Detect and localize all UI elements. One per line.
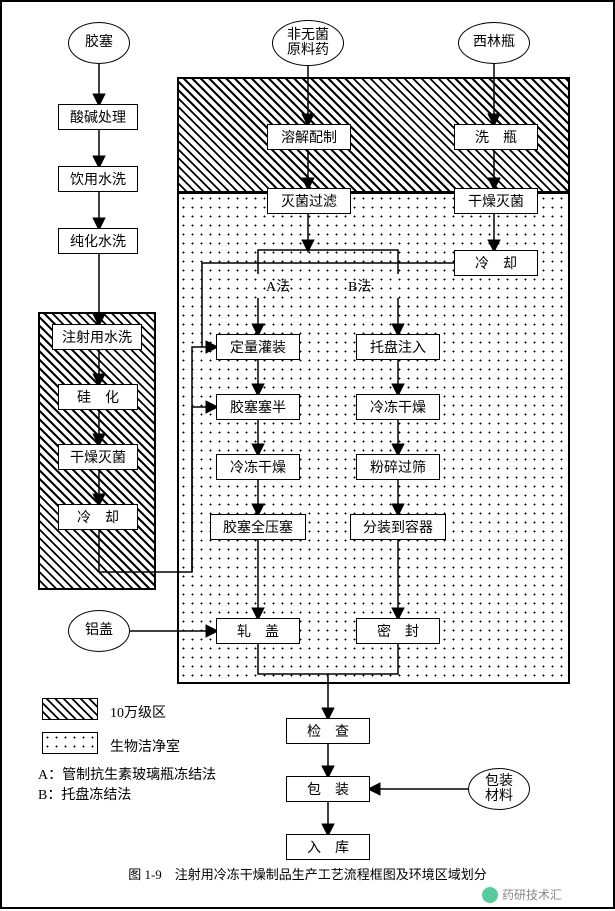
node-xiping: 洗 瓶 [454, 124, 538, 150]
node-jiancha: 检 查 [286, 718, 370, 744]
node-baozhuang: 包 装 [286, 776, 370, 802]
node-tuopan: 托盘注入 [356, 334, 440, 360]
node-chunhua: 纯化水洗 [58, 228, 138, 254]
node-dingliang: 定量灌装 [216, 334, 300, 360]
node-jiaose: 胶塞 [68, 22, 130, 64]
legend-hatch-swatch [42, 698, 98, 720]
method-a-label: A法 [266, 276, 290, 296]
node-lengdong_b: 冷冻干燥 [356, 394, 440, 420]
node-feiwujun: 非无菌原料药 [272, 20, 344, 66]
node-fenzhuang: 分装到容器 [350, 514, 446, 540]
node-ganzao_left: 干燥灭菌 [58, 444, 138, 470]
node-guihua: 硅 化 [58, 384, 138, 410]
node-jiaosaiban: 胶塞塞半 [216, 394, 300, 420]
node-zhusheyong: 注射用水洗 [52, 324, 142, 350]
node-ganzao_right: 干燥灭菌 [454, 188, 538, 214]
watermark-text: 药研技术汇 [502, 886, 562, 903]
node-xilinping: 西林瓶 [458, 22, 530, 64]
node-ruku: 入 库 [286, 834, 370, 860]
method-b-label: B法 [348, 276, 371, 296]
node-fensui: 粉碎过筛 [356, 454, 440, 480]
node-mifeng: 密 封 [356, 618, 440, 644]
node-yagai: 轧 盖 [216, 618, 300, 644]
node-jiaosaiquan: 胶塞全压塞 [210, 514, 306, 540]
node-lengque_right: 冷 却 [454, 250, 538, 276]
legend-note-b: B：托盘冻结法 [38, 784, 131, 804]
node-suanjian: 酸碱处理 [58, 104, 138, 130]
figure-caption: 图 1-9 注射用冷冻干燥制品生产工艺流程框图及环境区域划分 [2, 864, 613, 883]
node-lengque_left: 冷 却 [58, 504, 138, 530]
legend-hatch-label: 10万级区 [110, 702, 166, 722]
node-rongjie: 溶解配制 [267, 124, 351, 150]
node-yinshui: 饮用水洗 [58, 166, 138, 192]
node-lengdong_a: 冷冻干燥 [216, 454, 300, 480]
node-baozhuangcl: 包装材料 [468, 768, 530, 810]
node-miejun: 灭菌过滤 [267, 188, 351, 214]
watermark: 药研技术汇 [482, 886, 562, 903]
legend-note-a: A：管制抗生素玻璃瓶冻结法 [38, 764, 216, 784]
watermark-logo-icon [482, 887, 498, 903]
legend-dots-label: 生物洁净室 [110, 736, 180, 756]
legend-dots-swatch [42, 732, 98, 754]
node-lvgai: 铝盖 [68, 610, 130, 652]
diagram-canvas: 胶塞非无菌原料药西林瓶铝盖包装材料酸碱处理饮用水洗纯化水洗注射用水洗硅 化干燥灭… [0, 0, 615, 909]
